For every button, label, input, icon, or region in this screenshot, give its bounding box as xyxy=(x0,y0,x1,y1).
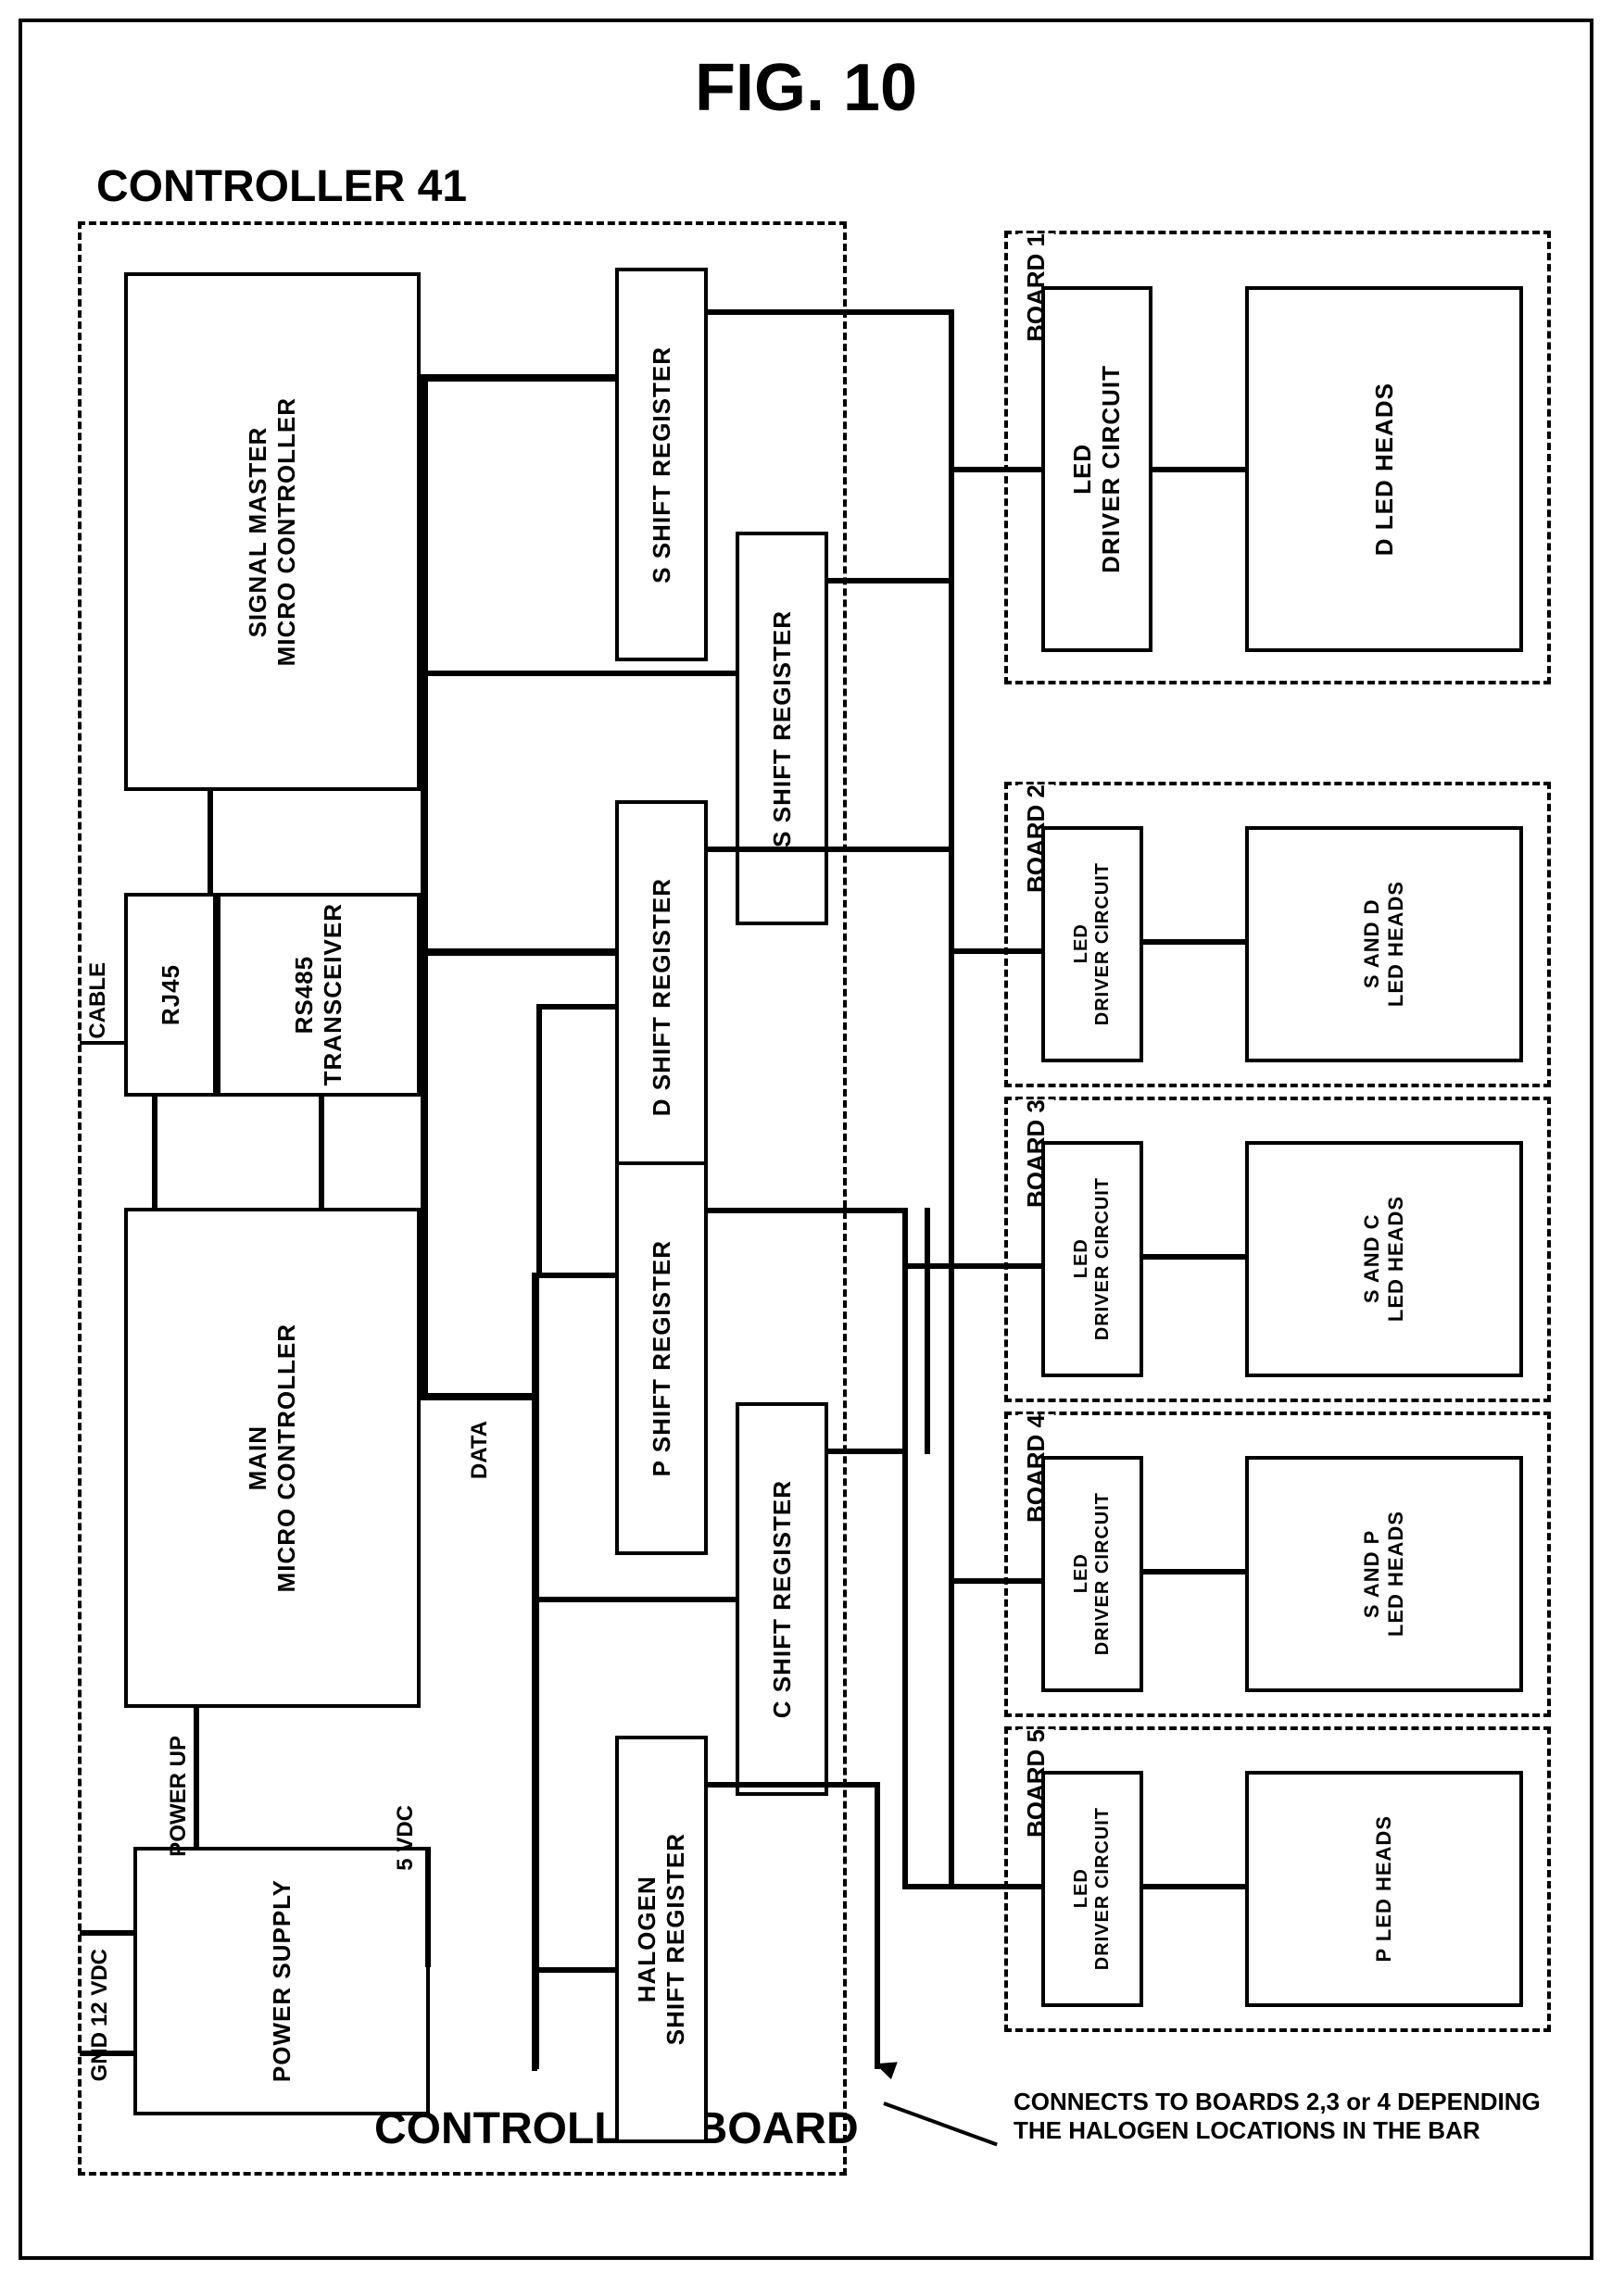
vdc5-label: 5 VDC xyxy=(393,1805,419,1871)
l-s2-out xyxy=(828,578,954,583)
halogen-shift-block: HALOGENSHIFT REGISTER xyxy=(615,1736,708,2143)
c-shift-text: C SHIFT REGISTER xyxy=(768,1480,797,1718)
rs485-block: RS485TRANSCEIVER xyxy=(217,893,421,1097)
l-to-halogen xyxy=(532,1967,615,1973)
cable-label: CABLE xyxy=(85,962,111,1039)
power-supply-block: POWER SUPPLY xyxy=(133,1847,430,2115)
led-driver-2: LEDDRIVER CIRCUIT xyxy=(1041,826,1143,1062)
p-led-heads-text: P LED HEADS xyxy=(1372,1815,1396,1963)
l-sm-to-rj xyxy=(208,791,213,893)
l-to-dshift-v xyxy=(536,1004,542,1273)
line-sm-out xyxy=(421,374,615,382)
led-driver-5-text: LEDDRIVER CIRCUIT xyxy=(1071,1807,1114,1970)
l-p-out-v xyxy=(902,1208,908,1884)
l-main-powerup xyxy=(194,1708,199,1847)
l-d-out xyxy=(708,847,953,852)
line-to-sshift2 xyxy=(421,671,736,676)
data-label: DATA xyxy=(467,1421,493,1479)
halogen-shift-text: HALOGENSHIFT REGISTER xyxy=(633,1833,690,2045)
s-and-d-heads-text: S AND DLED HEADS xyxy=(1360,881,1408,1007)
power-supply-text: POWER SUPPLY xyxy=(268,1879,296,2082)
bus-main-out xyxy=(421,1393,532,1400)
arrow-line xyxy=(883,2102,998,2146)
l-to-cshift xyxy=(532,1597,736,1602)
c-shift-block: C SHIFT REGISTER xyxy=(736,1402,828,1796)
l-into-b4 xyxy=(949,1578,1041,1584)
s-and-d-heads-block: S AND DLED HEADS xyxy=(1245,826,1523,1062)
s-and-p-heads-text: S AND PLED HEADS xyxy=(1360,1511,1408,1637)
l-to-halogen-ext xyxy=(532,1967,537,2071)
signal-master-text: SIGNAL MASTERMICRO CONTROLLER xyxy=(244,397,301,666)
l-s1-out xyxy=(708,309,949,315)
s-shift-2-text: S SHIFT REGISTER xyxy=(768,610,797,847)
rs485-text: RS485TRANSCEIVER xyxy=(290,903,347,1085)
d-shift-block: D SHIFT REGISTER xyxy=(615,800,708,1194)
led-driver-4: LEDDRIVER CIRCUIT xyxy=(1041,1456,1143,1692)
l-into-b2 xyxy=(949,948,1041,954)
d-shift-text: D SHIFT REGISTER xyxy=(648,878,676,1116)
l-to-dshift xyxy=(536,1004,615,1010)
l-rs485-main xyxy=(319,1097,324,1208)
rj45-block: RJ45 xyxy=(124,893,217,1097)
bus-main-vert xyxy=(532,1273,539,2069)
line-rs485-out xyxy=(421,948,615,956)
gnd-label: GND xyxy=(87,2032,113,2081)
bus-line-1 xyxy=(421,374,428,1393)
l-p-out-h xyxy=(708,1208,907,1213)
l-ps-5vdc xyxy=(425,1847,431,1967)
l-c-out-v xyxy=(925,1208,930,1454)
d-led-heads-block: D LED HEADS xyxy=(1245,286,1523,652)
vdc12-label: 12 VDC xyxy=(87,1949,113,2026)
note-text: CONNECTS TO BOARDS 2,3 or 4 DEPENDINGTHE… xyxy=(1014,2088,1579,2145)
d-led-heads-text: D LED HEADS xyxy=(1370,383,1399,556)
l-b3-dh xyxy=(1143,1254,1245,1260)
led-driver-5: LEDDRIVER CIRCUIT xyxy=(1041,1771,1143,2007)
l-12vdc xyxy=(80,1930,135,1936)
line-rs485-down xyxy=(421,948,428,1161)
s-shift-1-block: S SHIFT REGISTER xyxy=(615,268,708,661)
led-driver-3: LEDDRIVER CIRCUIT xyxy=(1041,1141,1143,1377)
p-shift-text: P SHIFT REGISTER xyxy=(648,1240,676,1476)
l-into-b5 xyxy=(902,1884,1041,1889)
controller-label: CONTROLLER 41 xyxy=(96,161,467,212)
l-b1-dh xyxy=(1152,467,1245,472)
l-b5-dh xyxy=(1143,1884,1245,1889)
l-gnd xyxy=(80,2051,135,2056)
signal-master-block: SIGNAL MASTERMICRO CONTROLLER xyxy=(124,272,421,791)
l-into-b3 xyxy=(902,1263,1041,1269)
p-led-heads-block: P LED HEADS xyxy=(1245,1771,1523,2007)
figure-title: FIG. 10 xyxy=(695,50,917,126)
led-driver-3-text: LEDDRIVER CIRCUIT xyxy=(1071,1177,1114,1340)
p-shift-block: P SHIFT REGISTER xyxy=(615,1161,708,1555)
l-rj45-main xyxy=(152,1097,157,1208)
l-cable xyxy=(80,1041,124,1045)
arrow-head-icon xyxy=(872,2055,898,2079)
rj45-text: RJ45 xyxy=(157,964,185,1025)
l-b4-dh xyxy=(1143,1569,1245,1575)
l-right-bus xyxy=(949,309,954,1884)
power-up-label: POWER UP xyxy=(166,1736,192,1857)
l-c-out xyxy=(828,1449,908,1454)
l-to-pshift xyxy=(532,1273,615,1278)
led-driver-1: LEDDRIVER CIRCUIT xyxy=(1041,286,1152,652)
led-driver-1-text: LEDDRIVER CIRCUIT xyxy=(1068,365,1126,573)
diagram-page: FIG. 10 CONTROLLER 41 CONTROLLER BOARD S… xyxy=(19,19,1593,2260)
l-into-b1 xyxy=(949,467,1041,472)
s-and-p-heads-block: S AND PLED HEADS xyxy=(1245,1456,1523,1692)
l-hal-out xyxy=(708,1782,875,1788)
led-driver-2-text: LEDDRIVER CIRCUIT xyxy=(1071,862,1114,1025)
main-micro-text: MAINMICRO CONTROLLER xyxy=(244,1324,301,1592)
main-micro-block: MAINMICRO CONTROLLER xyxy=(124,1208,421,1708)
l-hal-v xyxy=(875,1782,880,2069)
s-shift-1-text: S SHIFT REGISTER xyxy=(648,346,676,583)
l-b2-dh xyxy=(1143,939,1245,945)
s-shift-2-block: S SHIFT REGISTER xyxy=(736,532,828,925)
led-driver-4-text: LEDDRIVER CIRCUIT xyxy=(1071,1492,1114,1655)
s-and-c-heads-text: S AND CLED HEADS xyxy=(1360,1196,1408,1322)
s-and-c-heads-block: S AND CLED HEADS xyxy=(1245,1141,1523,1377)
